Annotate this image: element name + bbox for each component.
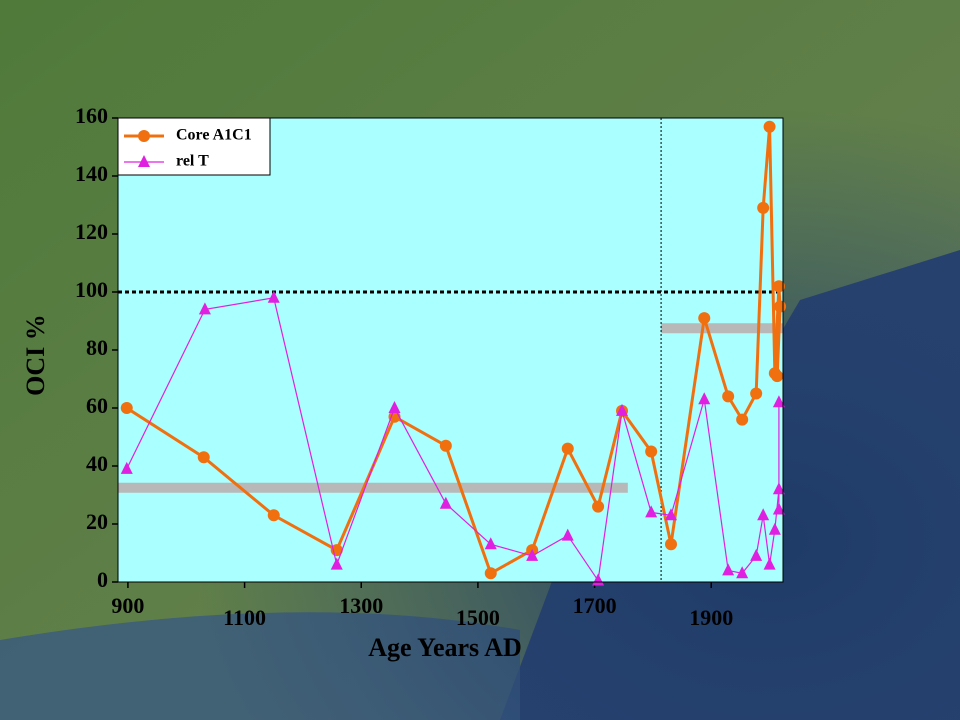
marker	[120, 402, 133, 414]
marker	[772, 280, 785, 293]
y-tick-label: 120	[75, 219, 108, 244]
marker	[757, 508, 770, 521]
marker	[388, 401, 401, 413]
marker	[768, 522, 781, 535]
marker	[722, 563, 735, 576]
y-tick-label: 60	[86, 393, 108, 418]
y-tick-label: 20	[86, 509, 108, 534]
y-tick-label: 40	[86, 451, 108, 476]
marker	[439, 496, 452, 509]
x-tick-label: 900	[111, 593, 144, 618]
marker	[757, 201, 770, 214]
marker	[722, 390, 735, 403]
frame	[117, 117, 784, 583]
marker	[120, 461, 133, 474]
legend-label: Core A1C1	[176, 127, 252, 144]
x-tick-label: 1900	[689, 605, 733, 630]
marker	[197, 451, 210, 464]
marker	[484, 537, 497, 550]
marker	[330, 557, 343, 570]
marker	[774, 300, 787, 313]
marker	[561, 528, 574, 541]
x-tick-label: 1700	[573, 593, 617, 618]
plot-area	[118, 118, 783, 582]
marker	[665, 508, 677, 521]
y-tick-label: 140	[75, 161, 108, 186]
y-tick-label: 80	[86, 335, 108, 360]
legend-marker	[138, 155, 150, 167]
y-tick-label: 100	[75, 277, 108, 302]
marker	[645, 505, 658, 518]
marker	[198, 302, 211, 315]
marker	[665, 538, 677, 551]
marker	[736, 413, 749, 426]
marker	[526, 548, 539, 561]
legend-label: rel T	[176, 153, 209, 170]
reference-bar	[118, 482, 628, 493]
legend-marker	[138, 130, 150, 142]
marker	[772, 395, 785, 408]
reference-bar	[661, 323, 783, 334]
marker	[772, 482, 785, 495]
marker	[750, 548, 763, 561]
marker	[750, 387, 763, 400]
marker	[439, 439, 452, 452]
marker	[698, 312, 711, 325]
marker	[267, 509, 280, 522]
marker	[698, 392, 711, 405]
marker	[267, 290, 280, 303]
x-tick-label: 1500	[456, 605, 500, 630]
marker	[645, 445, 658, 458]
x-axis-label: Age Years AD	[368, 633, 522, 662]
y-axis-label: OCI %	[21, 314, 50, 396]
y-tick-label: 0	[97, 567, 108, 592]
marker	[592, 500, 605, 513]
marker	[772, 502, 785, 515]
marker	[561, 442, 574, 455]
marker	[592, 573, 605, 586]
marker	[763, 557, 776, 570]
marker	[484, 567, 497, 580]
x-tick-label: 1300	[339, 593, 383, 618]
marker	[736, 566, 749, 579]
marker	[771, 370, 784, 383]
marker	[616, 403, 628, 416]
y-tick-label: 160	[75, 103, 108, 128]
x-tick-label: 1100	[223, 605, 266, 630]
marker	[763, 120, 776, 133]
